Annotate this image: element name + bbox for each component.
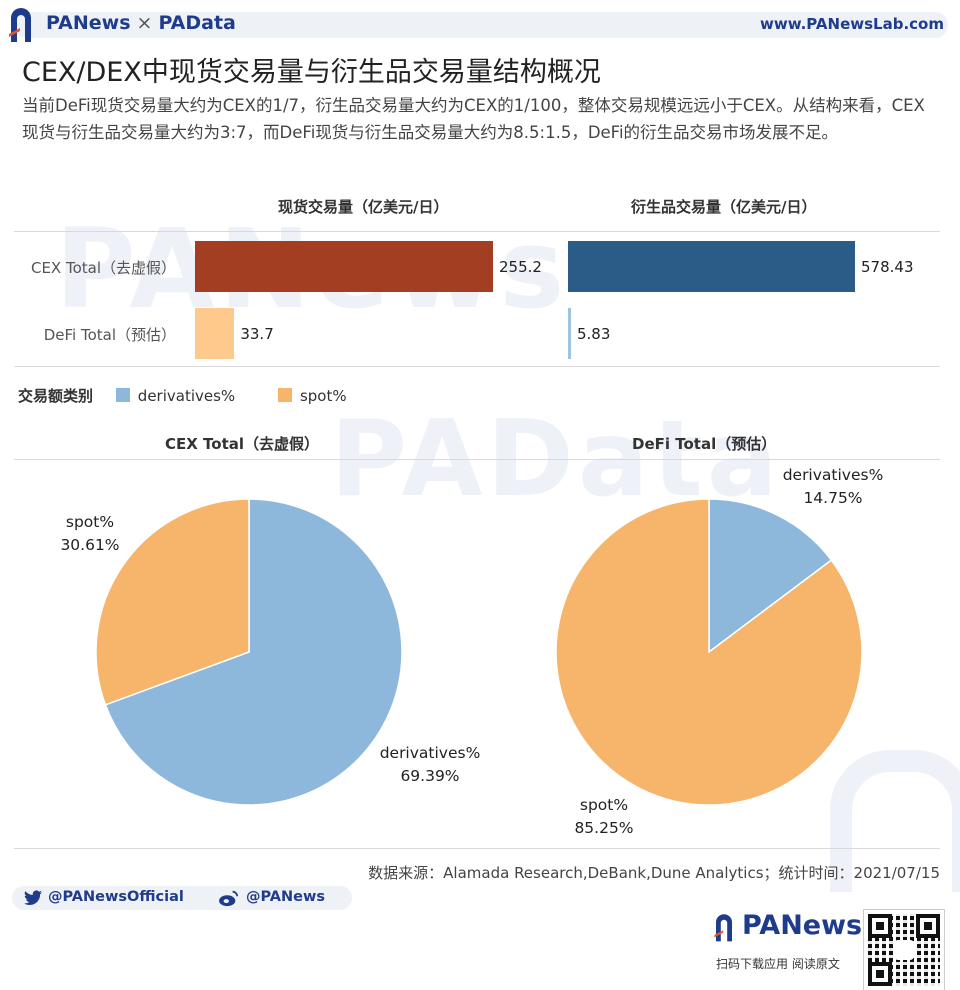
footer-logo-text: PANews xyxy=(742,910,863,941)
qr-code-image[interactable] xyxy=(863,909,945,990)
pie-label-cex-spot: spot% 30.61% xyxy=(60,513,119,554)
spot-chart-title: 现货交易量（亿美元/日） xyxy=(278,198,449,216)
pie-label-defi-spot: spot% 85.25% xyxy=(574,796,633,837)
brand-title: PANews × PAData xyxy=(46,12,236,34)
weibo-icon xyxy=(219,890,238,907)
data-source-note: 数据来源：Alamada Research,DeBank,Dune Analyt… xyxy=(368,864,940,882)
pie-title-cex: CEX Total（去虚假） xyxy=(165,435,320,453)
chart-legend: 交易额类别 derivatives% spot% xyxy=(18,385,385,406)
bar-spot-defi xyxy=(195,308,235,359)
pie-title-defi: DeFi Total（预估） xyxy=(632,435,777,453)
pie-slice-cex-derivatives xyxy=(104,498,403,806)
footer-logo-icon xyxy=(714,914,732,942)
pie-slice-defi-spot xyxy=(555,498,863,806)
pie-charts: spot% 30.61% derivatives% 69.39% derivatives… xyxy=(60,466,884,837)
qr-center-logo xyxy=(894,940,914,960)
pie-slice-defi-derivatives xyxy=(708,498,833,654)
qr-finder-top-left xyxy=(868,914,892,938)
pie-label-defi-derivatives: derivatives% 14.75% xyxy=(783,466,884,507)
bar-derivatives-defi xyxy=(568,308,571,359)
brand-padata: PAData xyxy=(158,12,236,34)
bar-value-spot-defi: 33.7 xyxy=(240,324,274,343)
bar-top-divider xyxy=(14,231,940,232)
qr-finder-top-right xyxy=(916,914,940,938)
pie-slice-cex-spot xyxy=(95,498,250,706)
brand-separator: × xyxy=(136,12,153,34)
legend-swatch-spot xyxy=(277,388,292,402)
site-url-link[interactable]: www.PANewsLab.com xyxy=(760,15,944,33)
bar-spot-cex xyxy=(195,241,493,292)
header-bar: PANews × PAData www.PANewsLab.com xyxy=(0,0,960,46)
page-title: CEX/DEX中现货交易量与衍生品交易量结构概况 xyxy=(22,57,601,88)
row-label-cex: CEX Total（去虚假） xyxy=(30,259,176,277)
pie-top-divider xyxy=(14,459,940,460)
header-strip xyxy=(14,12,948,38)
page-description: 当前DeFi现货交易量大约为CEX的1/7，衍生品交易量大约为CEX的1/100… xyxy=(22,96,925,142)
twitter-icon xyxy=(24,890,42,906)
footer-tagline: 扫码下载应用 阅读原文 xyxy=(716,957,840,971)
qr-finder-bottom-left xyxy=(868,962,892,986)
legend-swatch-derivatives xyxy=(115,388,130,402)
brand-panews: PANews xyxy=(46,12,131,34)
bar-value-derivatives-defi: 5.83 xyxy=(577,324,611,343)
social-strip: @PANewsOfficial @PANews xyxy=(12,886,352,910)
twitter-handle-link[interactable]: @PANewsOfficial xyxy=(48,889,184,905)
bar-value-derivatives-cex: 578.43 xyxy=(861,257,914,276)
pie-label-cex-derivatives: derivatives% 69.39% xyxy=(380,744,481,785)
row-label-defi: DeFi Total（预估） xyxy=(43,326,176,344)
legend-label-derivatives: derivatives% xyxy=(137,387,236,405)
legend-title: 交易额类别 xyxy=(18,387,94,405)
panews-logo-icon xyxy=(9,8,31,42)
bar-value-spot-cex: 255.2 xyxy=(499,257,542,276)
bar-bottom-divider xyxy=(14,366,940,367)
legend-label-spot: spot% xyxy=(299,387,347,405)
pie-bottom-divider xyxy=(14,848,940,849)
derivatives-chart-title: 衍生品交易量（亿美元/日） xyxy=(631,198,817,216)
weibo-handle-link[interactable]: @PANews xyxy=(246,889,326,905)
bar-derivatives-cex xyxy=(568,241,855,292)
